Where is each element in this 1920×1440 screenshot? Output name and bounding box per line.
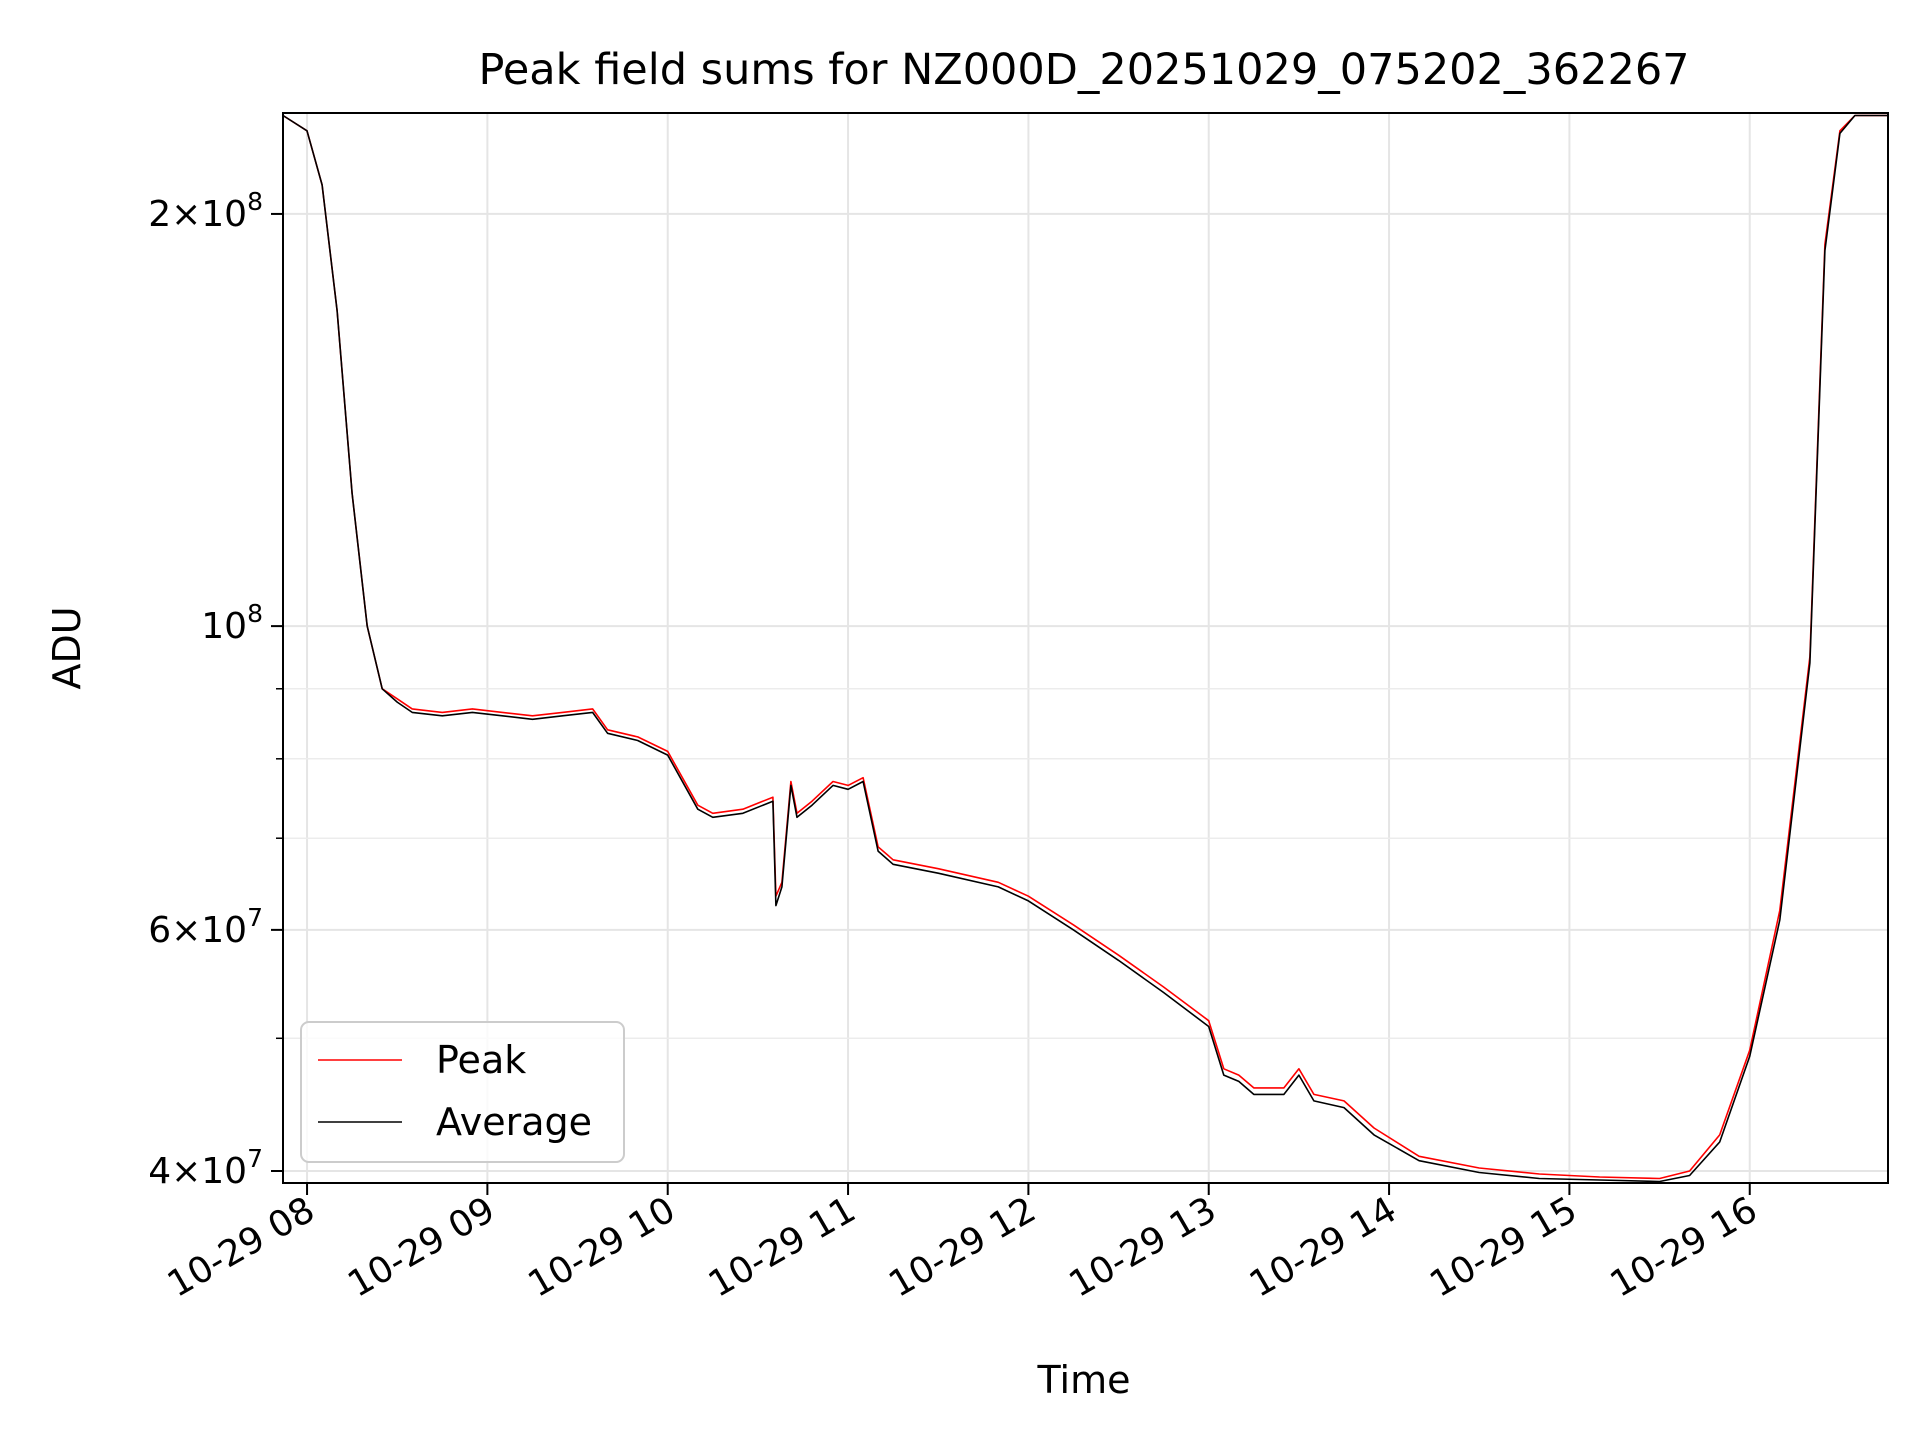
y-tick-exp: 7 — [247, 903, 263, 932]
y-tick-pow_base: 10 — [201, 194, 247, 235]
y-tick-pow_base: 10 — [201, 606, 247, 647]
y-tick-mult: × — [171, 1151, 201, 1192]
y-tick-mult: × — [171, 910, 201, 951]
y-tick-label: 108 — [201, 599, 263, 647]
y-tick-exp: 7 — [247, 1144, 263, 1173]
plot-frame — [282, 112, 1889, 1184]
y-tick-label: 6×107 — [148, 903, 263, 951]
y-tick-base: 2 — [148, 194, 171, 235]
y-tick-pow_base: 10 — [201, 1151, 247, 1192]
chart-title: Peak field sums for NZ000D_20251029_0752… — [478, 45, 1689, 95]
y-tick-label: 4×107 — [148, 1144, 263, 1192]
y-tick-label: 2×108 — [148, 187, 263, 235]
legend: Peak Average — [300, 1021, 625, 1163]
y-tick-pow_base: 10 — [201, 910, 247, 951]
y-tick-exp: 8 — [247, 599, 263, 628]
y-tick-base: 4 — [148, 1151, 171, 1192]
legend-label-average: Average — [436, 1100, 592, 1144]
y-tick-mult: × — [171, 194, 201, 235]
y-tick-base: 6 — [148, 910, 171, 951]
x-axis-label: Time — [1037, 1358, 1131, 1402]
y-tick-exp: 8 — [247, 187, 263, 216]
series-line-average — [282, 114, 1888, 1183]
legend-label-peak: Peak — [436, 1038, 526, 1082]
legend-box — [300, 1021, 625, 1163]
series-line-peak — [282, 114, 1888, 1180]
series-lines — [282, 114, 1888, 1183]
grid — [283, 113, 1888, 1183]
y-axis-label: ADU — [45, 606, 89, 689]
